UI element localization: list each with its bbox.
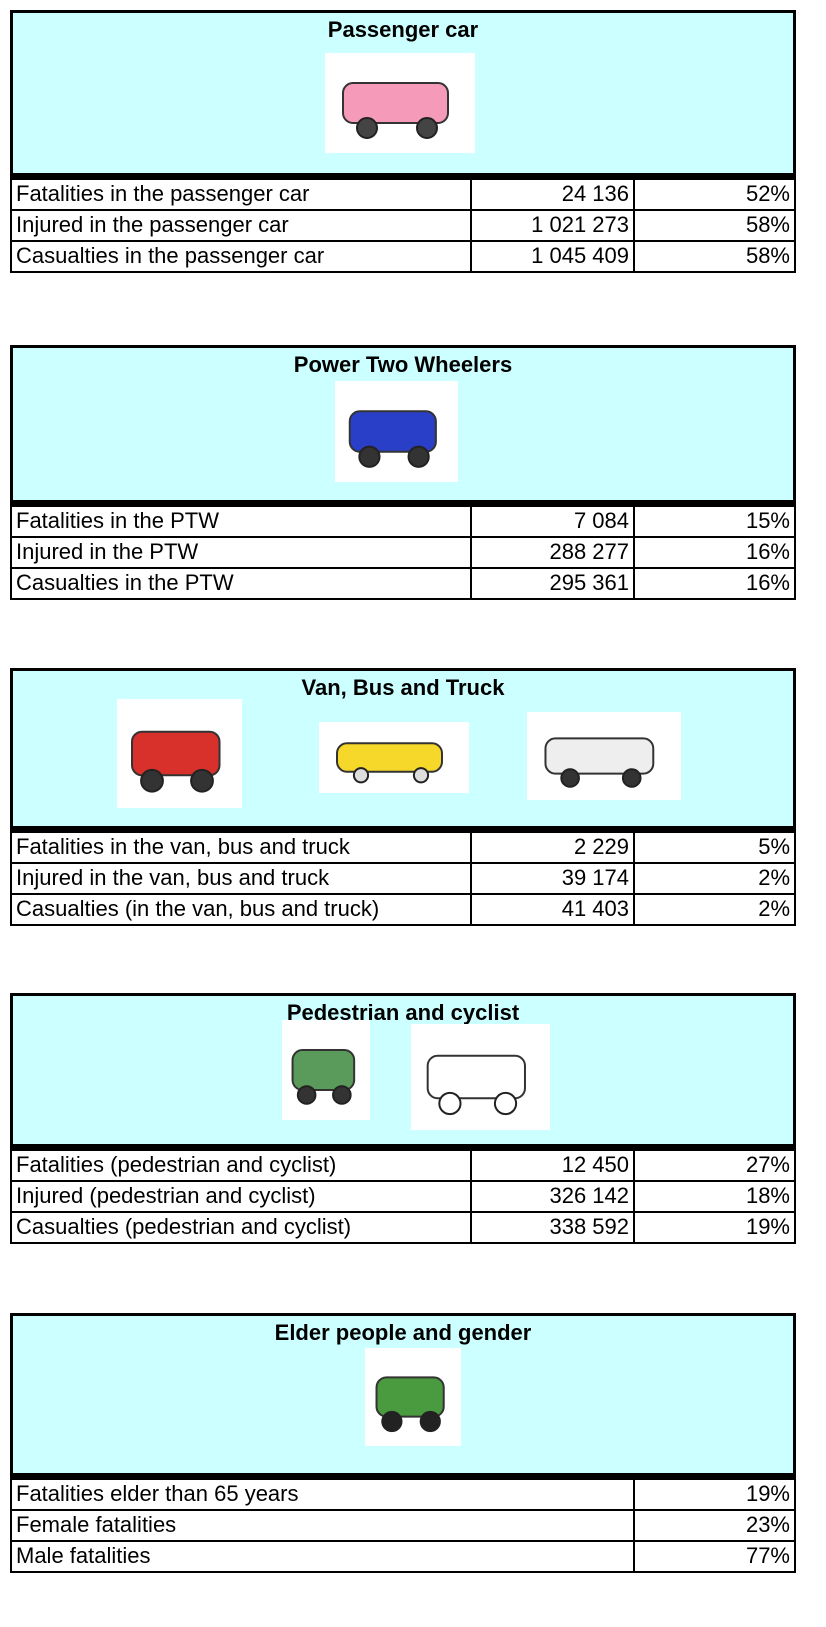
row-label: Fatalities elder than 65 years [10,1478,635,1511]
row-label: Female fatalities [10,1509,635,1542]
clipart [335,381,458,482]
clipart-shape [358,445,381,468]
clipart [319,722,469,793]
clipart-shape [348,410,437,453]
clipart-shape [426,1054,526,1100]
row-value: 295 361 [470,567,635,600]
clipart-shape [621,768,642,788]
row-value: 41 403 [470,893,635,926]
clipart-shape [493,1091,518,1116]
section-title: Van, Bus and Truck [301,675,505,700]
section-header: Van, Bus and Truck [10,668,796,831]
clipart [365,1348,461,1446]
row-label: Injured in the passenger car [10,209,472,242]
clipart-shape [544,737,655,775]
row-value: 288 277 [470,536,635,569]
clipart-shape [560,768,580,788]
clipart-shape [375,1376,445,1418]
row-value: 52% [633,178,796,211]
row-label: Male fatalities [10,1540,635,1573]
clipart-shape [336,742,443,773]
section-title: Pedestrian and cyclist [286,1000,520,1025]
clipart-shape [140,768,164,793]
section-title: Passenger car [327,17,479,42]
row-value: 2% [633,893,796,926]
clipart-shape [332,1085,352,1105]
clipart [282,1020,370,1120]
row-value: 7 084 [470,505,635,538]
row-label: Fatalities in the passenger car [10,178,472,211]
row-value: 2 229 [470,831,635,864]
row-value: 12 450 [470,1149,635,1182]
row-value: 1 045 409 [470,240,635,273]
row-value: 16% [633,567,796,600]
row-value: 19% [633,1211,796,1244]
clipart-shape [419,1410,441,1433]
clipart-shape [352,767,370,784]
section-header: Elder people and gender [10,1313,796,1478]
row-value: 27% [633,1149,796,1182]
row-label: Casualties (pedestrian and cyclist) [10,1211,472,1244]
section-header: Passenger car [10,10,796,178]
row-value: 77% [633,1540,796,1573]
clipart [411,1024,550,1130]
row-value: 5% [633,831,796,864]
row-label: Casualties in the passenger car [10,240,472,273]
clipart [325,53,475,153]
clipart-shape [407,445,430,468]
clipart-shape [131,730,221,777]
row-value: 338 592 [470,1211,635,1244]
clipart-shape [296,1085,317,1105]
row-label: Fatalities (pedestrian and cyclist) [10,1149,472,1182]
row-label: Fatalities in the PTW [10,505,472,538]
row-value: 19% [633,1478,796,1511]
row-label: Casualties (in the van, bus and truck) [10,893,472,926]
row-value: 326 142 [470,1180,635,1213]
row-value: 58% [633,209,796,242]
clipart-shape [381,1410,403,1433]
row-label: Injured (pedestrian and cyclist) [10,1180,472,1213]
clipart-shape [190,768,214,793]
row-value: 18% [633,1180,796,1213]
row-value: 15% [633,505,796,538]
clipart-shape [438,1091,462,1116]
row-value: 58% [633,240,796,273]
row-value: 2% [633,862,796,895]
row-label: Casualties in the PTW [10,567,472,600]
row-value: 1 021 273 [470,209,635,242]
section-title: Power Two Wheelers [293,352,513,377]
row-label: Injured in the PTW [10,536,472,569]
clipart-shape [342,82,449,124]
row-value: 16% [633,536,796,569]
row-label: Fatalities in the van, bus and truck [10,831,472,864]
row-value: 24 136 [470,178,635,211]
clipart [527,712,681,800]
row-value: 39 174 [470,862,635,895]
clipart-shape [356,117,378,139]
clipart-shape [291,1049,356,1091]
row-value: 23% [633,1509,796,1542]
section-header: Power Two Wheelers [10,345,796,505]
section-header: Pedestrian and cyclist [10,993,796,1149]
clipart [117,699,242,808]
clipart-shape [416,117,438,139]
row-label: Injured in the van, bus and truck [10,862,472,895]
section-title: Elder people and gender [274,1320,532,1345]
clipart-shape [412,767,430,784]
